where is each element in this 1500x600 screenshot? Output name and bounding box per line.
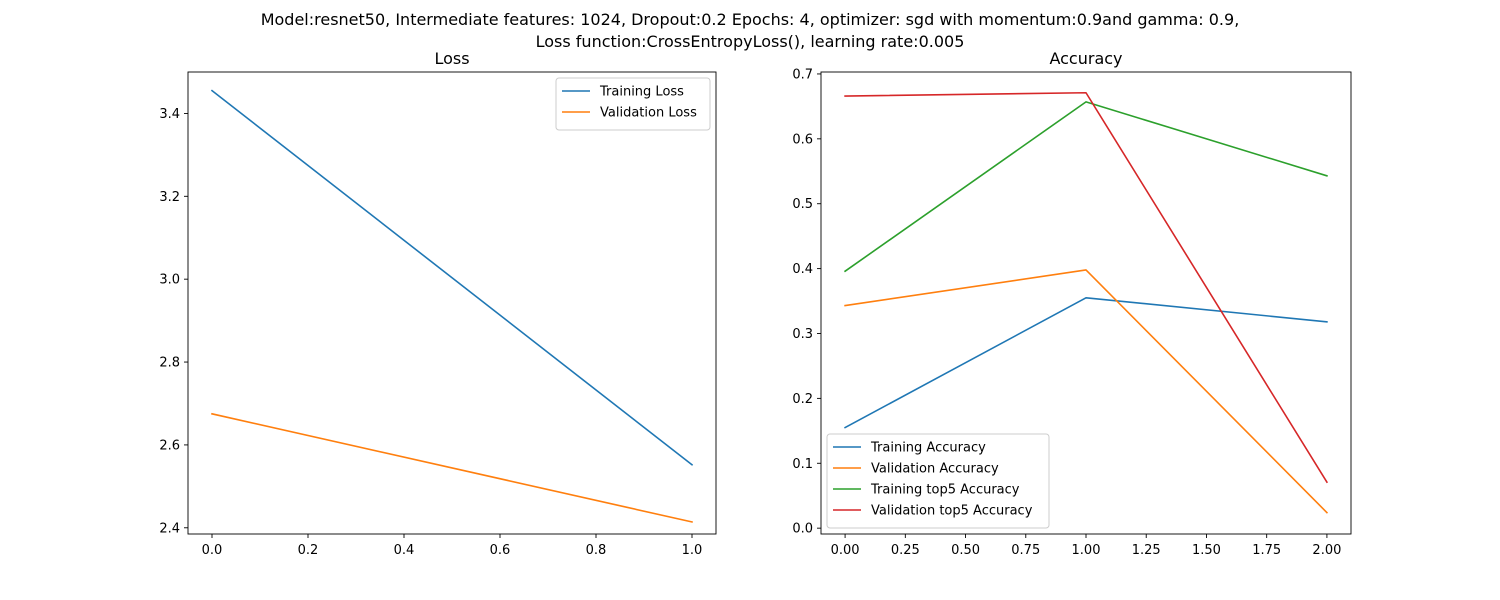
figure-title-line-2: Loss function:CrossEntropyLoss(), learni… xyxy=(535,32,965,51)
chart-0-legend-box xyxy=(555,77,711,131)
chart-0-legend: Training Loss Validation Loss xyxy=(555,77,711,131)
chart-1-xtick-label: 0.75 xyxy=(1011,543,1040,558)
chart-1-series-3-line xyxy=(844,91,1329,484)
chart-0-xtick-label: 1.0 xyxy=(682,543,703,558)
chart-1-ytick-label: 0.6 xyxy=(792,132,813,147)
chart-1-legend: Training Accuracy Validation Accuracy Trai… xyxy=(826,433,1050,529)
chart-1-legend-label-3: Validation top5 Accuracy xyxy=(871,504,1033,519)
chart-1-ytick-label: 0.2 xyxy=(792,392,813,407)
chart-0-ytick-label: 2.4 xyxy=(159,521,180,536)
chart-1-xtick-label: 0.25 xyxy=(891,543,920,558)
chart-0-legend-label-0: Training Loss xyxy=(599,85,684,100)
chart-1-series-0-line xyxy=(844,297,1328,429)
chart-1-ytick-label: 0.3 xyxy=(792,327,813,342)
chart-1-title: Accuracy xyxy=(1049,49,1122,68)
chart-1-xtick-label: 0.50 xyxy=(951,543,980,558)
chart-1-legend-box xyxy=(826,433,1050,529)
chart-1-xtick-label: 1.75 xyxy=(1252,543,1281,558)
chart-1-legend-label-2: Training top5 Accuracy xyxy=(870,483,1020,498)
chart-0-title: Loss xyxy=(434,49,469,68)
chart-1-legend-label-1: Validation Accuracy xyxy=(871,462,999,477)
chart-0-frame xyxy=(187,71,717,535)
chart-0-xtick-label: 0.2 xyxy=(298,543,319,558)
chart-0-ytick-label: 3.4 xyxy=(159,107,180,122)
chart-1-ytick-label: 0.7 xyxy=(792,67,813,82)
chart-1-xtick-label: 1.25 xyxy=(1132,543,1161,558)
chart-1-xtick-label: 1.50 xyxy=(1192,543,1221,558)
chart-1-series-1-line xyxy=(844,269,1329,514)
chart-0-xtick-label: 0.0 xyxy=(202,543,223,558)
chart-1-xtick-label: 1.00 xyxy=(1072,543,1101,558)
chart-0-ytick-label: 2.6 xyxy=(159,438,180,453)
chart-0-xtick-label: 0.6 xyxy=(490,543,511,558)
chart-0-legend-label-1: Validation Loss xyxy=(600,106,697,121)
chart-1-xtick-label: 2.00 xyxy=(1312,543,1341,558)
chart-1-xtick-label: 0.00 xyxy=(831,543,860,558)
chart-0-ytick-label: 2.8 xyxy=(159,356,180,371)
chart-0-series-0-line xyxy=(210,89,694,466)
chart-0-xtick-label: 0.8 xyxy=(586,543,607,558)
accuracy-chart: Accuracy 0.00 0.25 0.50 0.75 1.00 1.25 1.50 1.75… xyxy=(792,49,1352,558)
chart-1-ytick-label: 0.0 xyxy=(792,522,813,537)
loss-chart: Loss 0.0 0.2 0.4 0.6 0.8 1.0 2.4 2.6 2.8 3.0 3.2 3.4… xyxy=(159,49,717,558)
figure-title-line-1: Model:resnet50, Intermediate features: 1… xyxy=(260,10,1240,29)
chart-0-ytick-label: 3.0 xyxy=(159,273,180,288)
chart-1-ytick-label: 0.1 xyxy=(792,457,813,472)
chart-0-ytick-label: 3.2 xyxy=(159,190,180,205)
chart-1-legend-label-0: Training Accuracy xyxy=(870,441,986,456)
chart-1-series-2-line xyxy=(843,101,1328,273)
chart-1-ytick-label: 0.4 xyxy=(792,262,813,277)
chart-1-ytick-label: 0.5 xyxy=(792,197,813,212)
chart-0-xtick-label: 0.4 xyxy=(394,543,415,558)
chart-0-series-1-line xyxy=(211,412,693,523)
